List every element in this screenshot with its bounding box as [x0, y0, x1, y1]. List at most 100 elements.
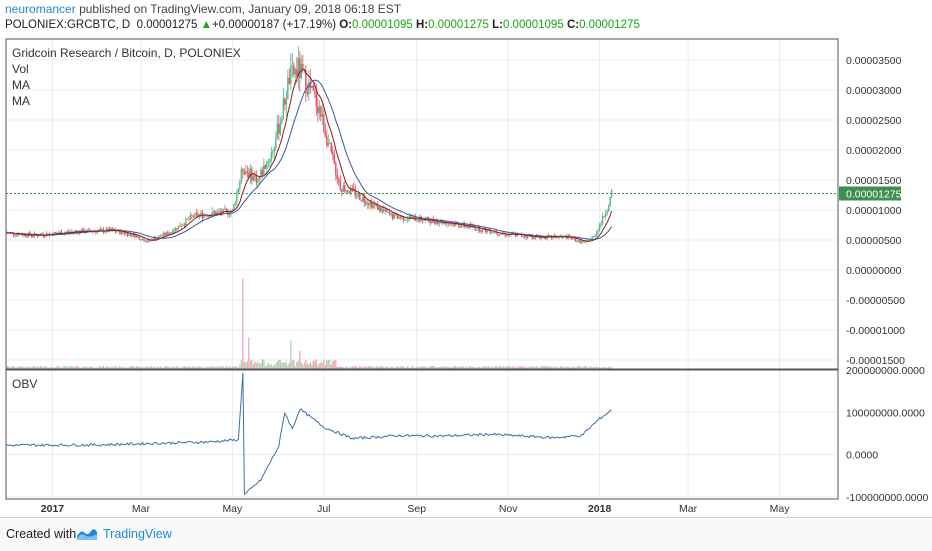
obv-axis: 200000000.0000 100000000.0000 0.0000 -10000…	[846, 365, 928, 504]
volume-bar	[555, 367, 557, 369]
volume-bar	[201, 367, 203, 369]
volume-bar	[287, 365, 289, 369]
volume-bar	[239, 364, 241, 369]
candle-body	[507, 233, 509, 236]
volume-bar	[95, 367, 97, 369]
volume-bar	[378, 367, 380, 369]
volume-bar	[216, 366, 218, 369]
candle-body	[311, 85, 313, 88]
volume-bar	[23, 366, 25, 369]
volume-bar	[561, 366, 563, 369]
volume-bar	[47, 367, 49, 369]
candle-body	[366, 203, 368, 205]
candle-body	[297, 58, 300, 77]
volume-bar	[72, 366, 75, 369]
volume-bar	[575, 367, 577, 369]
volume-bar	[144, 366, 147, 369]
candle-body	[579, 239, 581, 244]
candle-body	[237, 188, 240, 193]
volume-bar	[501, 366, 503, 369]
candle-body	[176, 227, 178, 230]
candle-body	[129, 233, 132, 235]
volume-bar	[572, 367, 574, 369]
volume-bar	[545, 366, 547, 369]
candle-body	[240, 169, 243, 182]
candle-body	[171, 232, 174, 234]
candle-body	[152, 239, 154, 241]
volume-bar	[194, 367, 196, 369]
volume-bar	[128, 367, 130, 369]
price-axis: 0.00003500 0.00003000 0.00002500 0.00002000…	[846, 55, 905, 367]
volume-bar	[348, 367, 350, 369]
volume-bar	[542, 365, 544, 369]
volume-bar	[32, 365, 34, 369]
close-label: C:	[566, 19, 580, 31]
candle-body	[267, 161, 270, 163]
volume-bar	[300, 362, 302, 369]
volume-bar	[389, 367, 391, 369]
candle-body	[586, 240, 589, 242]
volume-bar	[470, 366, 472, 369]
candle-body	[601, 216, 604, 224]
created-with-label: Created with	[6, 527, 77, 541]
tradingview-logo-icon[interactable]	[76, 527, 98, 541]
volume-bar	[93, 367, 96, 369]
candle-body	[317, 106, 319, 114]
volume-bar	[476, 367, 478, 369]
candle-body	[377, 204, 379, 211]
candle-body	[577, 239, 580, 242]
candle-body	[500, 233, 502, 235]
candle-body	[532, 238, 535, 240]
volume-bar	[554, 366, 556, 369]
ma-fast-line	[5, 68, 613, 242]
candle-body	[606, 211, 608, 214]
volume-bar	[390, 366, 392, 369]
volume-bar	[116, 367, 118, 369]
author-link[interactable]: neuromancer	[5, 2, 76, 16]
chart-area[interactable]: 0.00003500 0.00003000 0.00002500 0.00002000…	[0, 37, 932, 517]
volume-bar	[56, 366, 58, 369]
candle-body	[387, 212, 389, 213]
volume-bar	[567, 366, 569, 369]
volume-bar	[183, 366, 185, 369]
candle-body	[410, 216, 412, 219]
candle-body	[336, 174, 339, 180]
volume-bar	[155, 367, 157, 369]
volume-bar	[111, 366, 114, 369]
tradingview-brand-link[interactable]: TradingView	[103, 527, 172, 541]
volume-bar	[435, 367, 437, 369]
volume-bar	[320, 362, 322, 369]
volume-bar	[170, 367, 172, 369]
symbol-label: POLONIEX:GRCBTC, D	[5, 19, 131, 31]
candle-body	[257, 179, 259, 183]
volume-bar	[248, 337, 250, 369]
open-label: O:	[339, 19, 353, 31]
candle-body	[315, 93, 318, 107]
volume-bar	[443, 366, 445, 369]
time-axis: 2017 Mar May Jul Sep Nov 2018 Mar May	[41, 503, 790, 515]
volume-bar	[401, 366, 403, 369]
candle-body	[189, 215, 192, 220]
candle-body	[544, 238, 547, 239]
volume-bar	[84, 366, 87, 369]
volume-bar	[515, 366, 517, 369]
candle-body	[583, 241, 586, 243]
candle-body	[44, 235, 46, 237]
volume-bar	[323, 360, 325, 369]
volume-bar	[17, 367, 19, 369]
volume-bar	[335, 359, 337, 369]
candle-body	[95, 231, 97, 233]
volume-bar	[57, 365, 60, 369]
volume-bars	[5, 279, 613, 369]
chart-svg[interactable]: 0.000035000.000030000.000025000.00002000…	[0, 37, 932, 517]
volume-bar	[609, 366, 611, 369]
volume-bar	[48, 367, 51, 369]
legend-ma-2: MA	[12, 94, 30, 108]
volume-bar	[585, 365, 587, 369]
candle-body	[497, 233, 499, 235]
candle-body	[245, 171, 247, 175]
candle-body	[227, 209, 229, 215]
candle-body	[556, 237, 559, 239]
volume-bar	[504, 366, 506, 369]
candle-body	[270, 152, 273, 160]
